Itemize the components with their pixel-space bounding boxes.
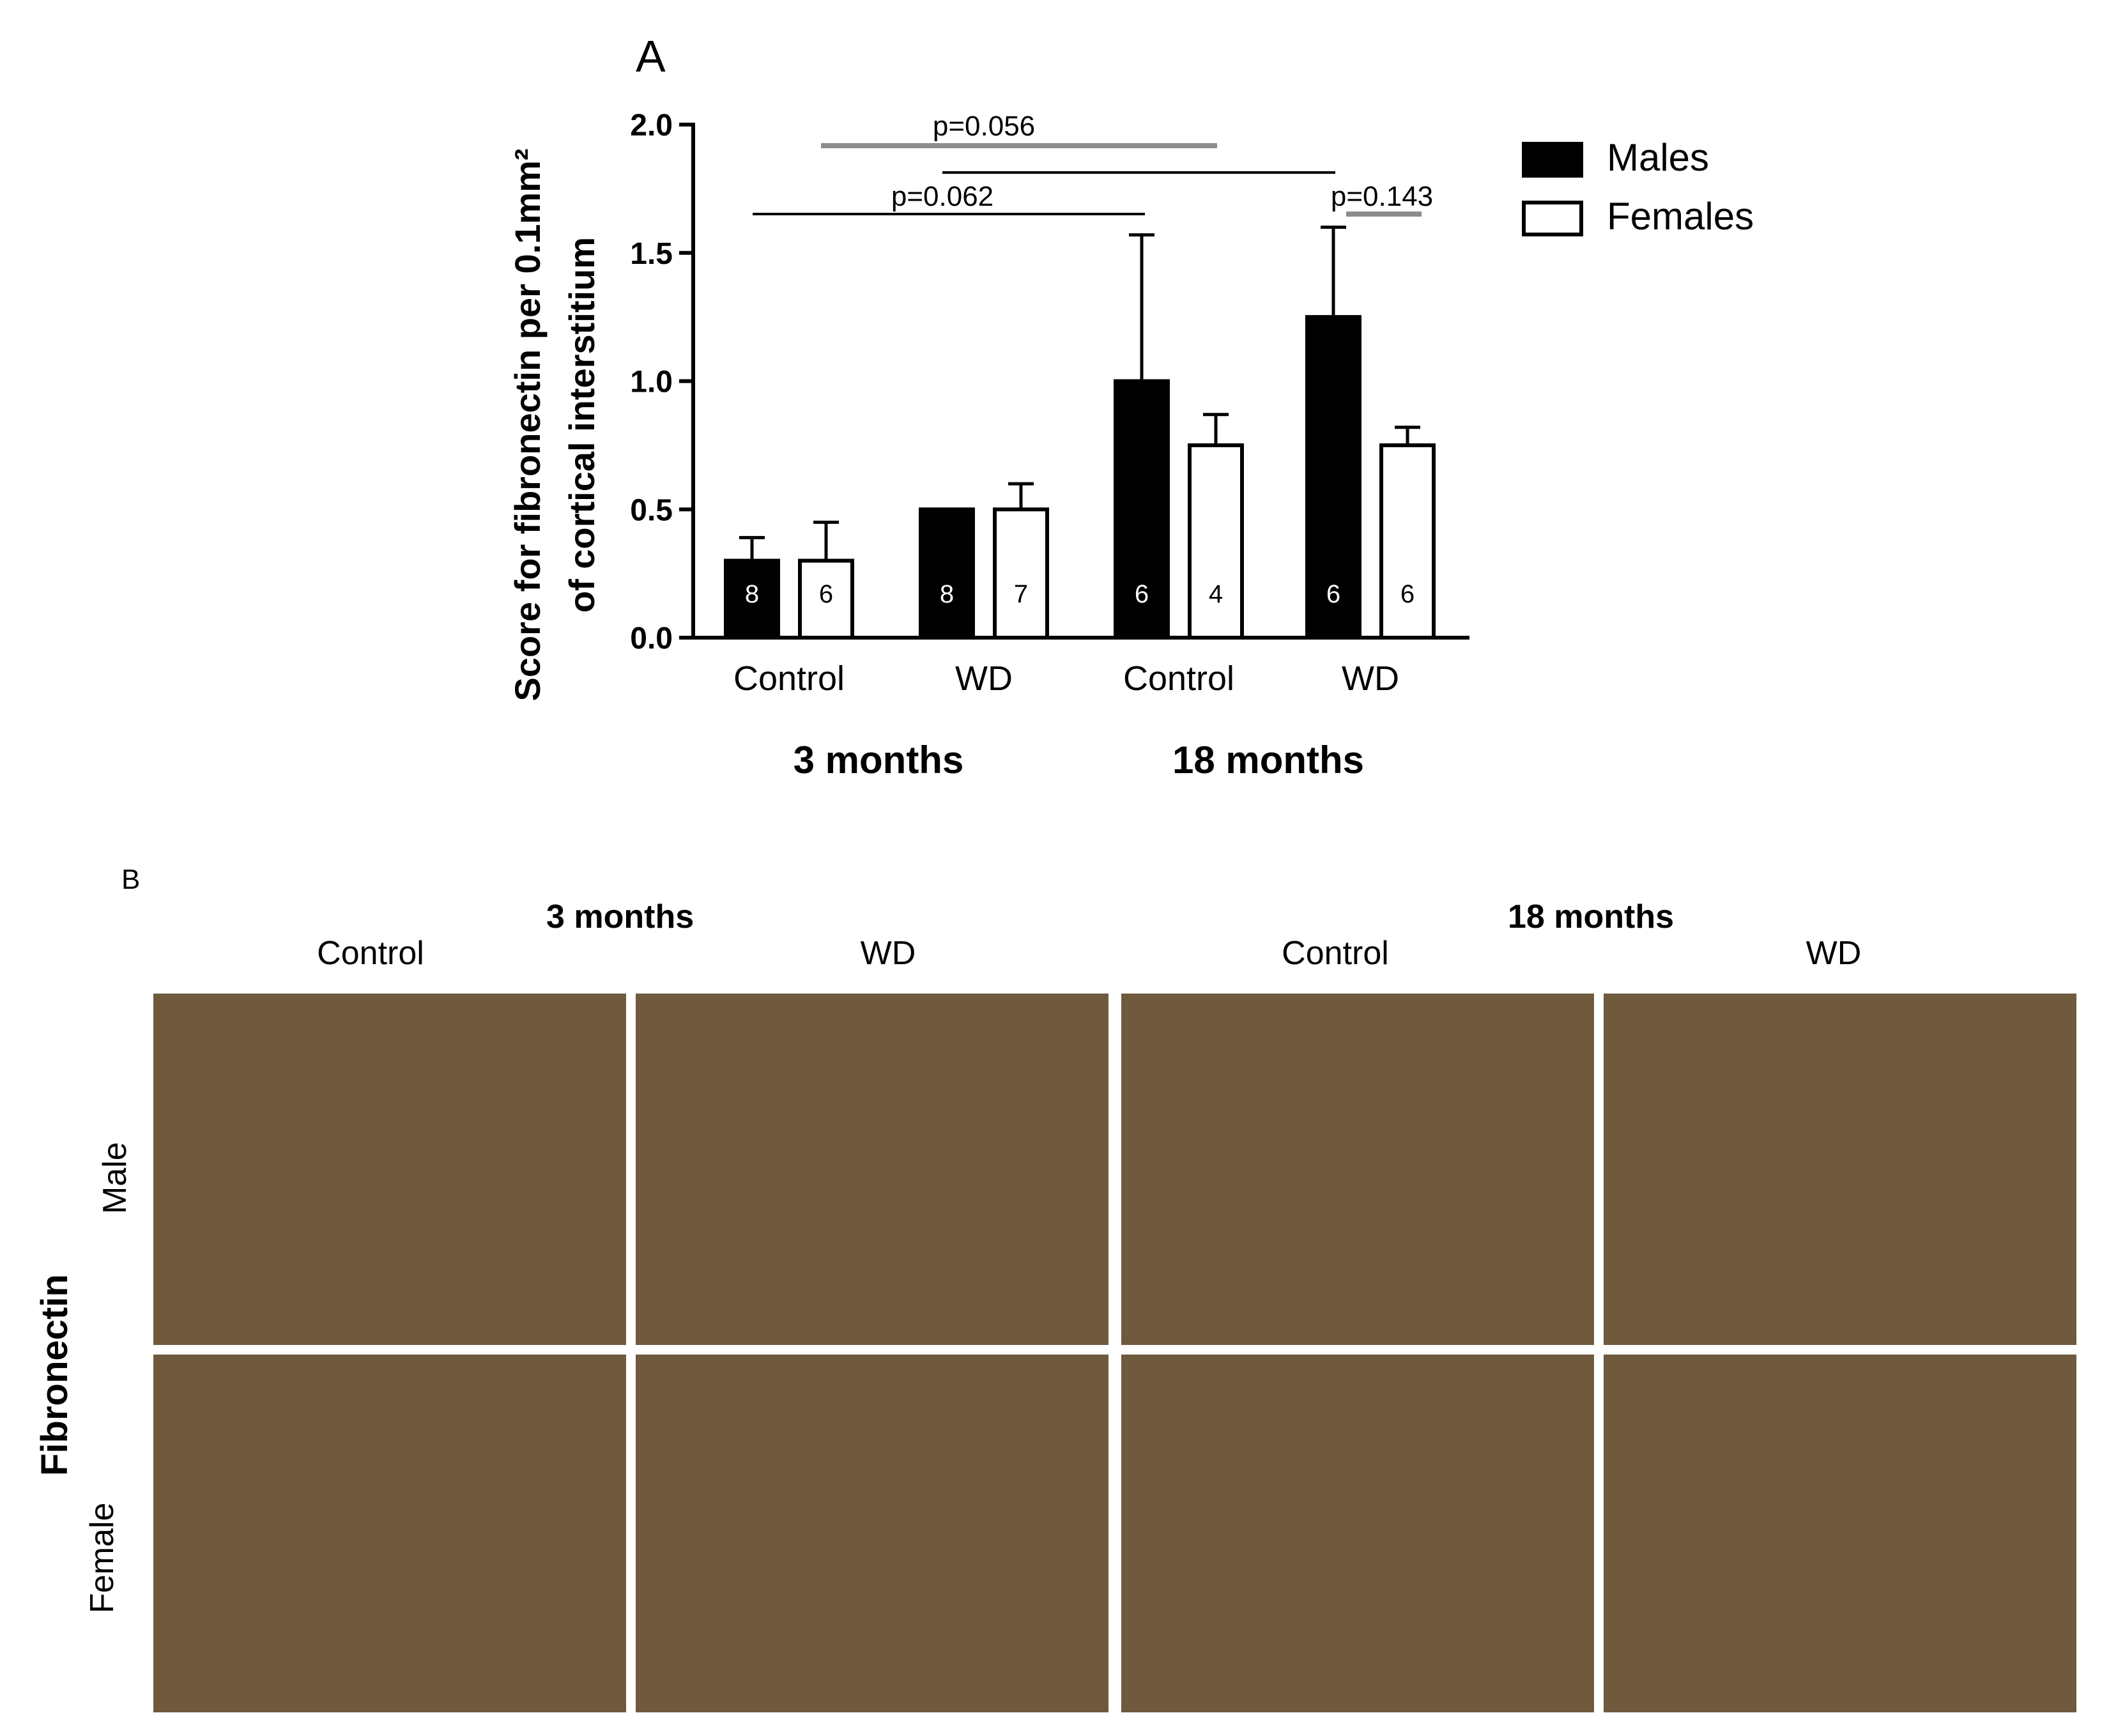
column-head-control-3m: Control bbox=[317, 935, 424, 972]
column-head-wd-3m: WD bbox=[860, 935, 916, 972]
n-label: 6 bbox=[819, 580, 833, 608]
panel-letter-a: A bbox=[636, 31, 666, 81]
n-label: 7 bbox=[1014, 580, 1028, 608]
micrograph-male-control-3m bbox=[153, 994, 626, 1345]
age-group-label: 3 months bbox=[794, 739, 964, 781]
n-label: 4 bbox=[1209, 580, 1223, 608]
column-head-control-18m: Control bbox=[1282, 935, 1389, 972]
row-label-female: Female bbox=[84, 1502, 121, 1613]
legend-label: Males bbox=[1607, 136, 1709, 179]
y-tick-label: 2.0 bbox=[630, 109, 673, 142]
y-axis-label-line2: of cortical interstitium bbox=[562, 237, 602, 613]
x-tick-label: Control bbox=[733, 659, 845, 698]
bar-females bbox=[1188, 443, 1244, 640]
bar-females bbox=[798, 558, 854, 640]
x-tick-label: WD bbox=[955, 659, 1013, 698]
legend-label: Females bbox=[1607, 195, 1754, 238]
n-label: 6 bbox=[1326, 580, 1340, 608]
n-label: 6 bbox=[1400, 580, 1415, 608]
y-tick-label: 0.5 bbox=[630, 493, 673, 527]
legend-swatch-females bbox=[1522, 201, 1583, 236]
bar-females bbox=[1379, 443, 1436, 640]
y-tick-label: 0.0 bbox=[630, 622, 673, 656]
micrograph-female-wd-18m bbox=[1604, 1355, 2076, 1712]
y-tick-label: 1.5 bbox=[630, 237, 673, 271]
micrograph-female-control-18m bbox=[1121, 1355, 1594, 1712]
n-label: 8 bbox=[745, 580, 759, 608]
row-label-male: Male bbox=[96, 1142, 134, 1214]
bars: 8 6 8 7 6 4 6 6 bbox=[724, 226, 1436, 640]
y-axis-label-line1: Score for fibronectin per 0.1mm² bbox=[507, 148, 548, 701]
micrograph-male-wd-3m bbox=[636, 994, 1108, 1345]
x-tick-label: WD bbox=[1342, 659, 1399, 698]
panel-letter-b: B bbox=[121, 864, 141, 895]
n-label: 8 bbox=[940, 580, 954, 608]
group-head-18-months: 18 months bbox=[1508, 898, 1675, 935]
p-value-label: p=0.056 bbox=[933, 111, 1035, 142]
micrograph-female-wd-3m bbox=[636, 1355, 1108, 1712]
micrograph-male-control-18m bbox=[1121, 994, 1594, 1345]
y-axis-label: Score for fibronectin per 0.1mm² of cort… bbox=[507, 148, 602, 701]
micrograph-male-wd-18m bbox=[1604, 994, 2076, 1345]
chart-a: A Score for fibronectin per 0.1mm² of co… bbox=[507, 31, 1754, 781]
bar-males bbox=[1305, 315, 1361, 640]
p-value-label: p=0.062 bbox=[891, 181, 993, 212]
n-label: 6 bbox=[1135, 580, 1149, 608]
group-head-3-months: 3 months bbox=[546, 898, 694, 935]
p-value-label: p=0.143 bbox=[1331, 181, 1433, 212]
x-tick-label: Control bbox=[1123, 659, 1234, 698]
column-head-wd-18m: WD bbox=[1806, 935, 1862, 972]
axes: 0.0 0.5 1.0 1.5 2.0 Control WD Control WD 3 month… bbox=[630, 109, 1469, 781]
y-tick-label: 1.0 bbox=[630, 365, 673, 399]
micrograph-female-control-3m bbox=[153, 1355, 626, 1712]
comparison-brackets: p=0.056 p=0.062 p=0.143 bbox=[753, 111, 1433, 217]
legend-swatch-males bbox=[1522, 142, 1583, 178]
age-group-label: 18 months bbox=[1172, 739, 1364, 781]
bar-males bbox=[919, 507, 975, 640]
legend: Males Females bbox=[1522, 136, 1754, 238]
fibronectin-label: Fibronectin bbox=[34, 1274, 75, 1476]
bar-females bbox=[993, 507, 1049, 640]
bar-males bbox=[724, 558, 780, 640]
bar-males bbox=[1114, 379, 1170, 640]
